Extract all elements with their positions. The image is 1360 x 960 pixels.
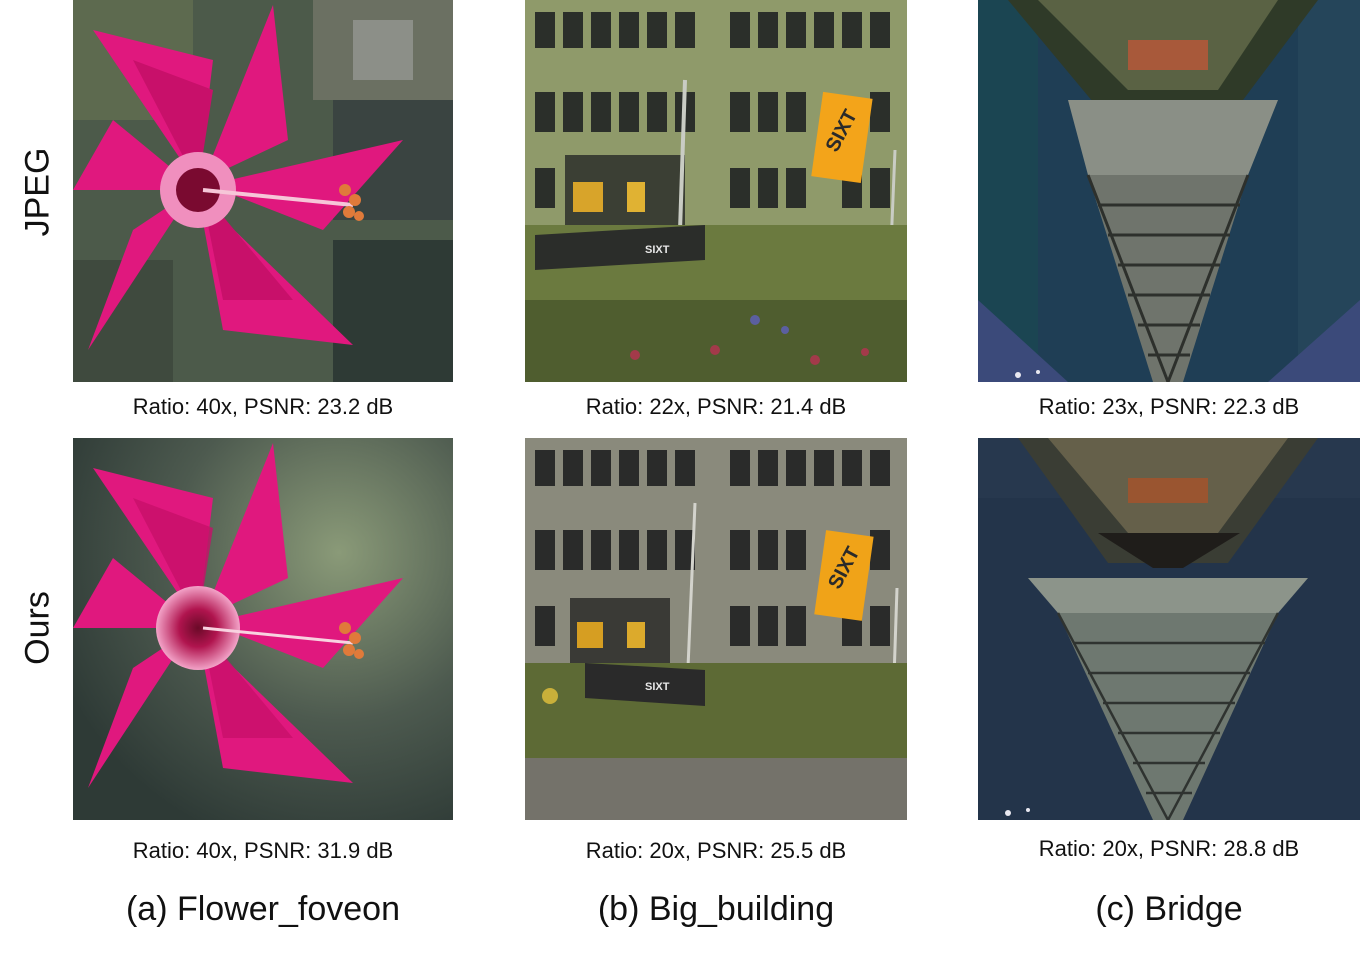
flower-ours-image [73,438,453,820]
flower-jpeg-caption: Ratio: 40x, PSNR: 23.2 dB [132,394,394,419]
sign-text-jpeg: SIXT [645,244,670,256]
building-jpeg-image: SIXT SIXT [525,0,907,382]
building-jpeg-caption: Ratio: 22x, PSNR: 21.4 dB [585,394,847,419]
building-ours-image: SIXT SIXT [525,438,907,820]
bridge-jpeg-caption: Ratio: 23x, PSNR: 22.3 dB [1038,394,1300,419]
bridge-ours-caption: Ratio: 20x, PSNR: 28.8 dB [1038,836,1300,861]
column-title-flower: (a) Flower_foveon [125,890,400,928]
row-label-jpeg: JPEG [18,147,57,237]
sign-text-ours: SIXT [645,681,670,693]
flower-ours-caption: Ratio: 40x, PSNR: 31.9 dB [132,838,394,863]
column-title-bridge: (c) Bridge [1095,890,1243,928]
column-title-building: (b) Big_building [597,890,835,928]
row-label-ours: Ours [18,591,57,665]
bridge-jpeg-image [978,0,1360,382]
building-ours-caption: Ratio: 20x, PSNR: 25.5 dB [585,838,847,863]
bridge-ours-image [978,438,1360,820]
flower-jpeg-image [73,0,453,382]
